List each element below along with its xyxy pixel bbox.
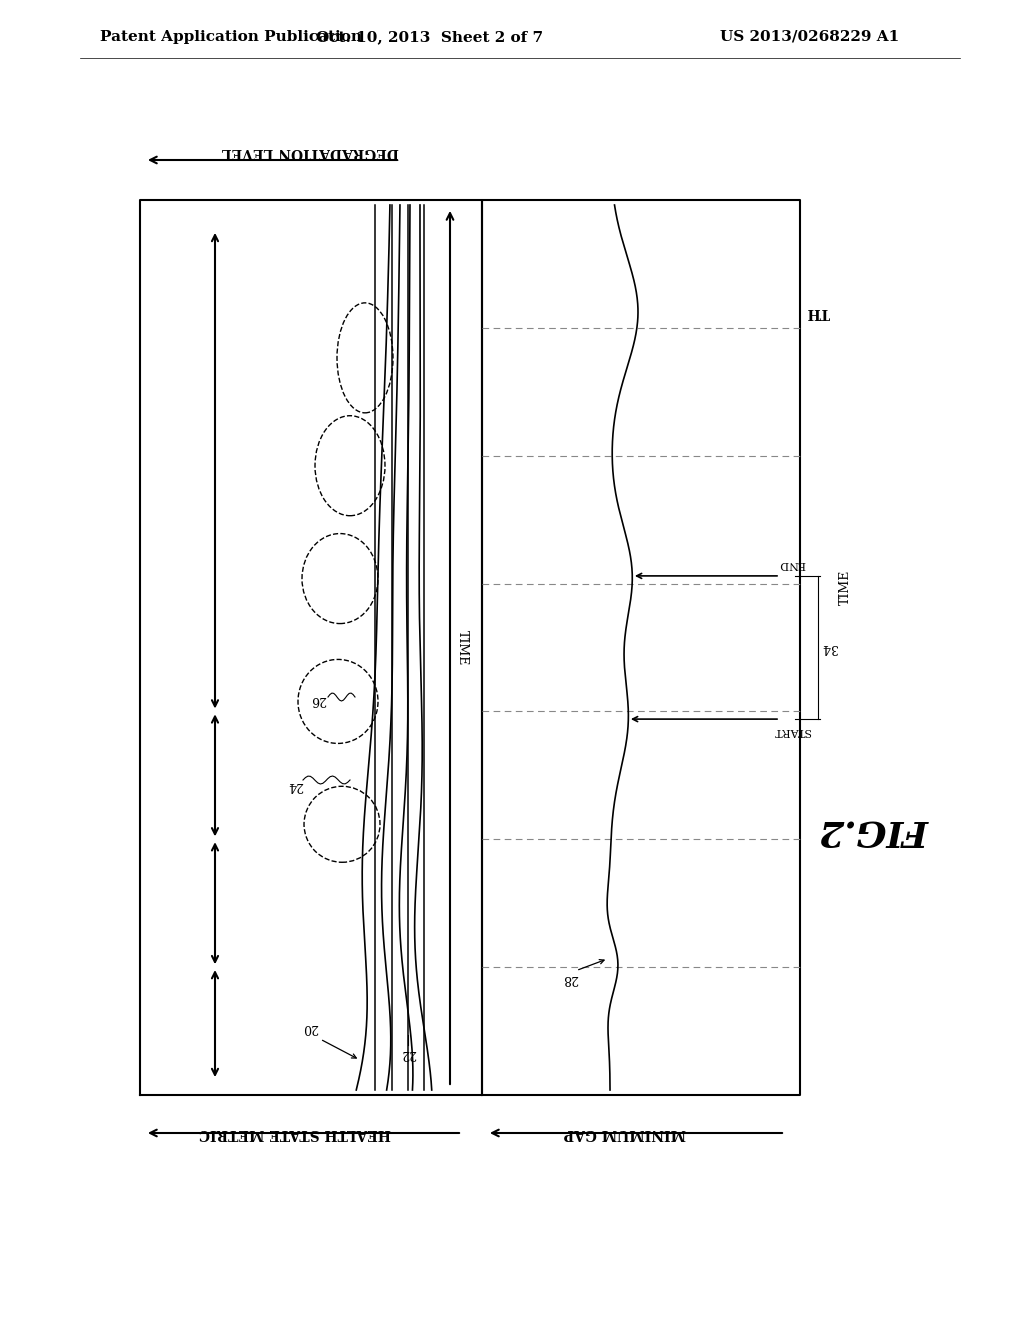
- Text: TIME: TIME: [839, 570, 852, 605]
- Text: Oct. 10, 2013  Sheet 2 of 7: Oct. 10, 2013 Sheet 2 of 7: [316, 30, 544, 44]
- Text: Patent Application Publication: Patent Application Publication: [100, 30, 362, 44]
- Text: 34: 34: [821, 642, 837, 653]
- Text: MINIMUM GAP: MINIMUM GAP: [564, 1126, 686, 1140]
- Text: FIG.2: FIG.2: [820, 813, 930, 847]
- Text: 22: 22: [400, 1047, 416, 1060]
- Text: 20: 20: [302, 1020, 317, 1034]
- Text: US 2013/0268229 A1: US 2013/0268229 A1: [720, 30, 899, 44]
- Text: 24: 24: [287, 779, 303, 792]
- Text: HEALTH STATE METRIC: HEALTH STATE METRIC: [199, 1126, 391, 1140]
- Text: TIME: TIME: [456, 630, 469, 665]
- Text: TH: TH: [806, 305, 829, 319]
- Text: 26: 26: [310, 693, 326, 706]
- Text: START: START: [773, 726, 811, 737]
- Text: 28: 28: [562, 972, 578, 985]
- Text: DEGRADATION LEVEL: DEGRADATION LEVEL: [221, 145, 398, 158]
- Text: END: END: [778, 558, 805, 569]
